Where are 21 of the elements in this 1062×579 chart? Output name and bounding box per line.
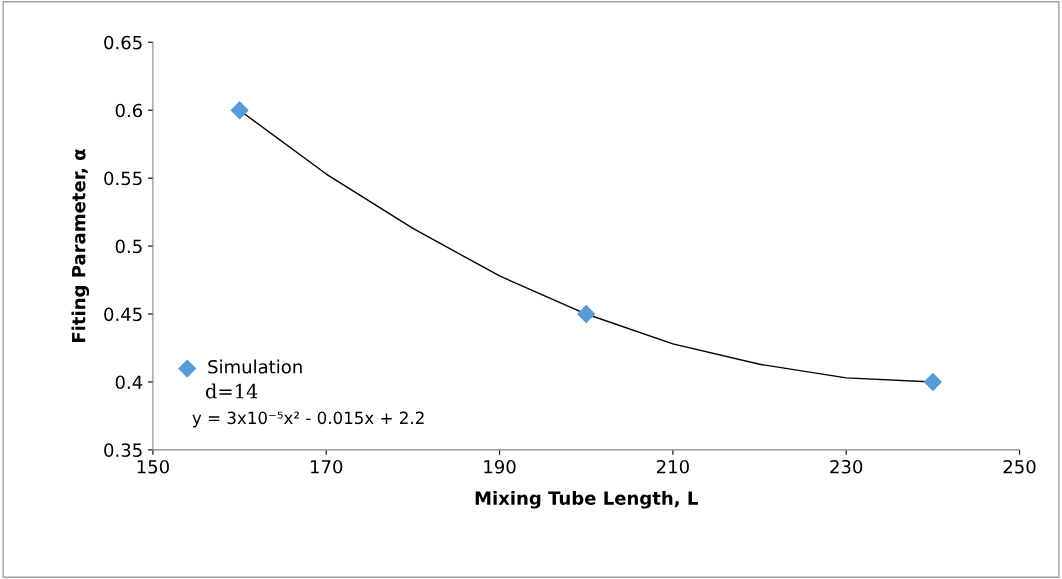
point bbox=[577, 305, 596, 323]
x-tick-label: 170 bbox=[311, 459, 343, 474]
y-axis-title: Fiting Parameter, α bbox=[71, 149, 90, 342]
annotation: d=14 bbox=[205, 383, 258, 399]
point bbox=[923, 373, 942, 391]
x-tick-label: 230 bbox=[830, 459, 863, 474]
y-tick-label: 0.6 bbox=[115, 103, 143, 118]
y-tick-label: 0.35 bbox=[104, 443, 142, 457]
point bbox=[230, 101, 249, 120]
y-tick-label: 0.5 bbox=[115, 239, 142, 254]
y-tick-label: 0.65 bbox=[104, 35, 142, 50]
x-tick-label: 210 bbox=[656, 459, 689, 474]
legend-label: Simulation bbox=[208, 359, 302, 374]
y-tick-label: 0.55 bbox=[104, 171, 142, 186]
x-tick-label: 190 bbox=[484, 459, 516, 474]
x-axis-title: Mixing Tube Length, L bbox=[475, 490, 698, 509]
y-tick-label: 0.45 bbox=[104, 307, 142, 322]
x-tick-label: 250 bbox=[1003, 459, 1036, 474]
y-tick-label: 0.4 bbox=[115, 375, 143, 390]
annotation: y = 3x10⁻⁵x² - 0.015x + 2.2 bbox=[192, 411, 424, 428]
x-tick-label: 150 bbox=[137, 459, 169, 474]
